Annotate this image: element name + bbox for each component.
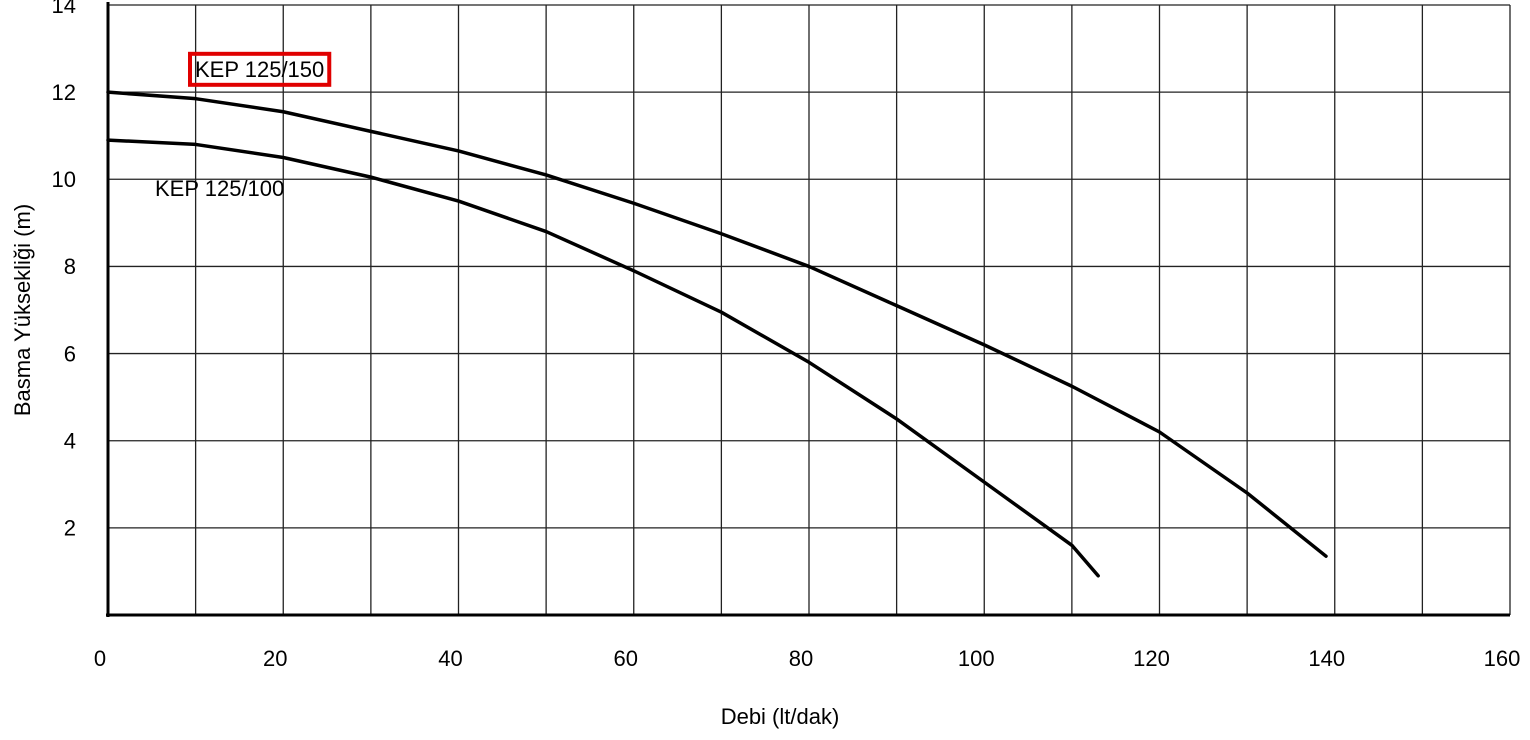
y-tick-label: 6 <box>64 341 76 366</box>
x-tick-label: 80 <box>789 646 813 671</box>
x-tick-label: 40 <box>438 646 462 671</box>
y-tick-label: 4 <box>64 429 76 454</box>
y-axis-title: Basma Yüksekliği (m) <box>10 204 35 416</box>
y-tick-label: 2 <box>64 516 76 541</box>
y-tick-label: 10 <box>52 167 76 192</box>
highlight-box <box>188 51 332 87</box>
y-tick-label: 14 <box>52 0 76 18</box>
x-tick-label: 120 <box>1133 646 1170 671</box>
series-label: KEP 125/100 <box>155 176 284 201</box>
series-label: KEP 125/150 <box>195 57 324 82</box>
x-tick-label: 100 <box>958 646 995 671</box>
line <box>106 138 1100 578</box>
y-tick-label: 8 <box>64 254 76 279</box>
x-tick-label: 60 <box>614 646 638 671</box>
x-tick-label: 160 <box>1484 646 1521 671</box>
x-axis-title: Debi (lt/dak) <box>721 704 840 729</box>
x-tick-label: 140 <box>1308 646 1345 671</box>
x-tick-label: 0 <box>94 646 106 671</box>
y-tick-label: 12 <box>52 80 76 105</box>
x-tick-label: 20 <box>263 646 287 671</box>
line <box>106 90 1328 558</box>
